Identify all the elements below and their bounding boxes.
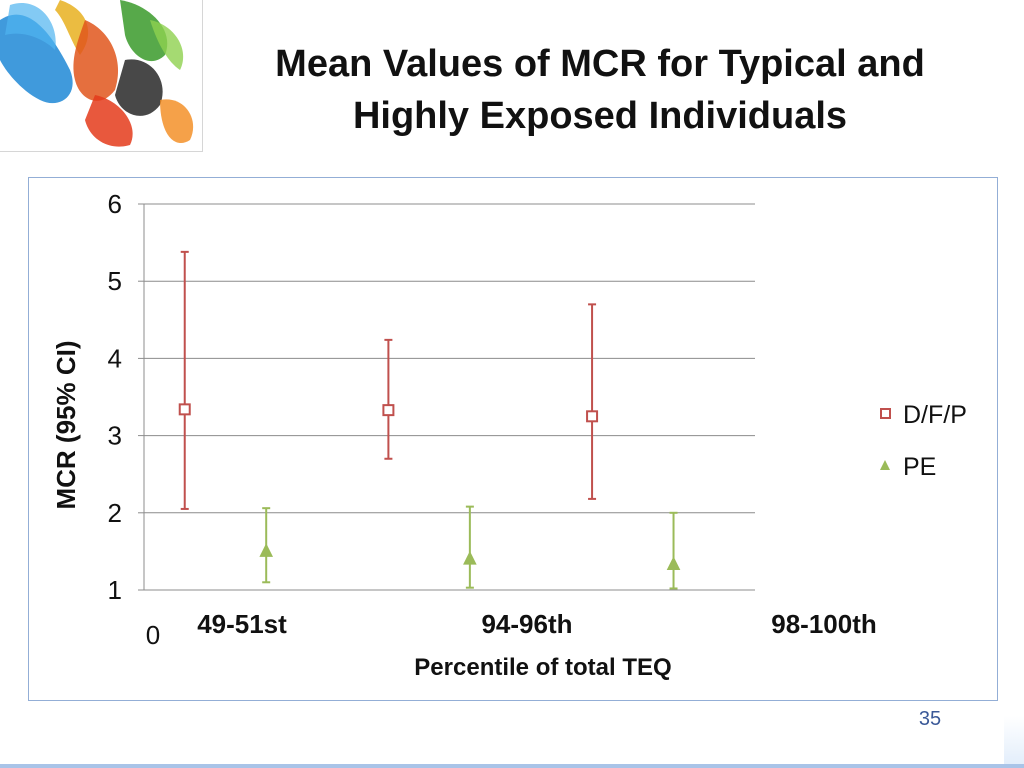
- data-point-dfp: [586, 410, 599, 423]
- legend-label: PE: [903, 453, 936, 481]
- legend-marker-pe: [880, 460, 890, 470]
- y-axis-title: MCR (95% CI): [51, 340, 81, 509]
- x-axis-title: Percentile of total TEQ: [414, 654, 671, 681]
- chart-svg: 1 2 3 4 5 6 0 49-51st 94-96th 98-100th Percentile …: [51, 189, 967, 681]
- x-category-label: 94-96th: [481, 609, 572, 639]
- chart-area: 1 2 3 4 5 6 0 49-51st 94-96th 98-100th Percentile …: [28, 177, 998, 701]
- data-point-pe: [463, 551, 477, 565]
- y-tick-label: 3: [108, 421, 122, 451]
- y-tick-label: 1: [108, 575, 122, 605]
- data-point-pe: [259, 543, 274, 557]
- y-tick-label: 6: [108, 189, 122, 219]
- ink-splash-image: [0, 0, 203, 152]
- x-origin-label: 0: [146, 620, 160, 650]
- data-point-dfp: [178, 403, 191, 416]
- corner-accent: [1004, 716, 1024, 764]
- legend-marker-dfp: [880, 408, 891, 419]
- x-category-label: 49-51st: [197, 609, 287, 639]
- y-tick-label: 5: [108, 266, 122, 296]
- y-tick-label: 2: [108, 498, 122, 528]
- footer-line: [0, 764, 1024, 768]
- x-category-label: 98-100th: [771, 609, 877, 639]
- slide-title: Mean Values of MCR for Typical and Highl…: [275, 43, 925, 137]
- y-tick-label: 4: [108, 343, 122, 373]
- data-point-pe: [666, 556, 681, 571]
- data-point-dfp: [382, 404, 395, 417]
- page-number: 35: [918, 708, 942, 730]
- legend-label: D/F/P: [903, 401, 967, 429]
